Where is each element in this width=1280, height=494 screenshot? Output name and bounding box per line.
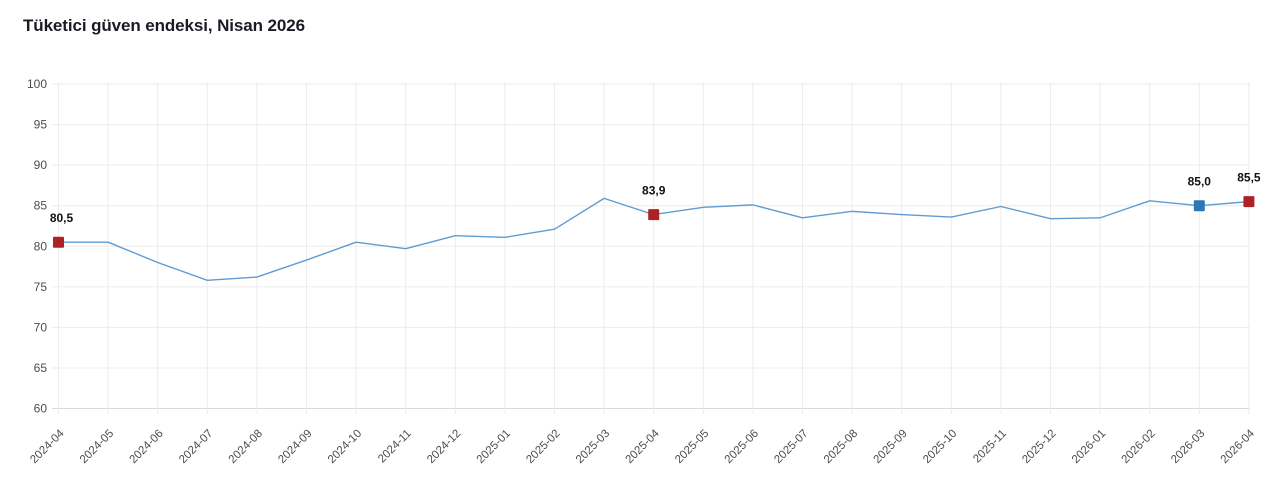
x-axis-tick-label: 2024-08 [227,428,265,466]
y-axis-tick-label: 85 [34,199,48,213]
data-point-marker-2026-03[interactable] [1193,200,1205,212]
y-axis-tick-label: 100 [27,77,47,91]
x-axis-tick-label: 2025-05 [673,428,711,466]
y-axis-tick-label: 70 [34,320,48,334]
x-axis-tick-label: 2024-06 [127,428,165,466]
y-axis-tick-label: 65 [34,361,48,375]
y-axis-tick-label: 95 [34,118,48,132]
x-axis-tick-label: 2026-03 [1169,428,1207,466]
data-point-value-label: 85,0 [1188,175,1212,189]
x-axis-tick-label: 2025-02 [524,428,562,466]
x-axis-tick-label: 2025-10 [921,428,959,466]
y-axis-tick-label: 80 [34,239,48,253]
x-axis-tick-label: 2025-12 [1020,428,1058,466]
data-point-value-label: 85,5 [1237,171,1261,185]
x-axis-tick-label: 2025-04 [623,427,662,466]
data-point-marker-2025-04[interactable] [648,209,660,221]
x-axis-tick-label: 2025-07 [772,428,810,466]
x-axis-tick-label: 2024-09 [276,428,314,466]
x-axis-tick-label: 2024-04 [28,427,67,466]
y-axis-tick-label: 60 [34,402,48,416]
data-point-marker-2026-04[interactable] [1243,196,1255,208]
x-axis-tick-label: 2025-03 [574,428,612,466]
chart-title: Tüketici güven endeksi, Nisan 2026 [23,16,305,35]
x-axis-tick-label: 2025-06 [723,428,761,466]
y-axis-tick-label: 90 [34,158,48,172]
x-axis-tick-label: 2026-01 [1070,428,1108,466]
y-axis-tick-label: 75 [34,280,48,294]
x-axis-tick-label: 2024-12 [425,428,463,466]
x-axis-tick-label: 2026-02 [1119,428,1157,466]
x-axis-tick-label: 2025-01 [475,428,513,466]
x-axis-tick-label: 2025-08 [822,428,860,466]
data-point-marker-2024-04[interactable] [53,236,64,248]
x-axis-tick-label: 2025-09 [871,428,909,466]
x-axis-tick-label: 2024-11 [376,428,414,466]
x-axis-tick-label: 2024-05 [78,428,116,466]
x-axis-tick-label: 2024-10 [326,428,364,466]
data-point-value-label: 83,9 [642,184,666,198]
x-axis-tick-label: 2024-07 [177,428,215,466]
data-point-value-label: 80,5 [50,211,74,225]
x-axis-tick-label: 2026-04 [1219,427,1258,466]
x-axis-tick-label: 2025-11 [971,428,1009,466]
